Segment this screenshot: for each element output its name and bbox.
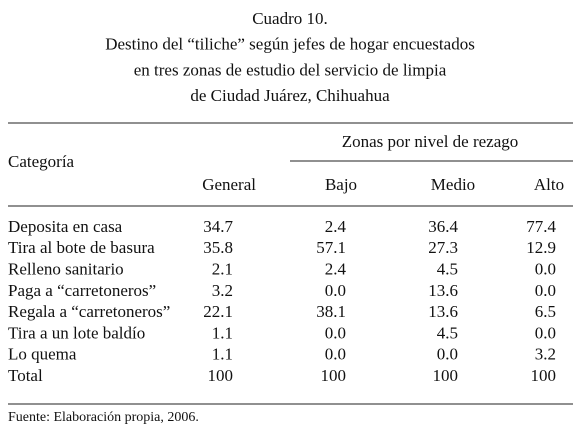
row-label: Tira a un lote baldío <box>8 323 145 342</box>
row-label: Tira al bote de basura <box>8 238 155 257</box>
title-line: en tres zonas de estudio del servicio de… <box>134 60 447 79</box>
cell-value: 0.0 <box>437 345 458 364</box>
cell-value: 2.4 <box>325 260 347 279</box>
cell-value: 0.0 <box>535 281 556 300</box>
row-label: Lo quema <box>8 345 77 364</box>
cell-value: 100 <box>433 366 459 385</box>
cell-value: 0.0 <box>325 323 346 342</box>
cell-value: 3.2 <box>535 345 556 364</box>
cell-value: 35.8 <box>203 238 233 257</box>
cell-value: 1.1 <box>212 323 233 342</box>
cell-value: 34.7 <box>203 217 233 236</box>
row-label: Relleno sanitario <box>8 260 124 279</box>
cell-value: 38.1 <box>316 302 346 321</box>
row-label: Total <box>8 366 43 385</box>
cell-value: 100 <box>208 366 234 385</box>
cell-value: 27.3 <box>428 238 458 257</box>
cell-value: 13.6 <box>428 302 458 321</box>
group-header: Zonas por nivel de rezago <box>342 132 519 151</box>
cell-value: 4.5 <box>437 260 458 279</box>
cell-value: 2.1 <box>212 260 233 279</box>
cell-value: 36.4 <box>428 217 458 236</box>
column-header: Categoría <box>8 152 75 171</box>
cell-value: 22.1 <box>203 302 233 321</box>
cell-value: 0.0 <box>535 323 556 342</box>
title-line: de Ciudad Juárez, Chihuahua <box>190 86 390 105</box>
column-header: Bajo <box>325 175 357 194</box>
cell-value: 1.1 <box>212 345 233 364</box>
cell-value: 100 <box>531 366 557 385</box>
cell-value: 2.4 <box>325 217 347 236</box>
row-label: Paga a “carretoneros” <box>8 281 156 300</box>
cell-value: 0.0 <box>325 345 346 364</box>
row-label: Deposita en casa <box>8 217 123 236</box>
source-note: Fuente: Elaboración propia, 2006. <box>8 410 199 425</box>
title-line: Destino del “tiliche” según jefes de hog… <box>105 35 475 54</box>
row-label: Regala a “carretoneros” <box>8 302 170 321</box>
title-line: Cuadro 10. <box>252 9 328 28</box>
cell-value: 6.5 <box>535 302 556 321</box>
cell-value: 77.4 <box>526 217 556 236</box>
cell-value: 0.0 <box>535 260 556 279</box>
column-header: Medio <box>431 175 475 194</box>
column-header: Alto <box>534 175 564 194</box>
cell-value: 13.6 <box>428 281 458 300</box>
cell-value: 0.0 <box>325 281 346 300</box>
cell-value: 12.9 <box>526 238 556 257</box>
cell-value: 100 <box>321 366 347 385</box>
column-header: General <box>202 175 256 194</box>
cell-value: 4.5 <box>437 323 458 342</box>
cell-value: 3.2 <box>212 281 233 300</box>
cell-value: 57.1 <box>316 238 346 257</box>
